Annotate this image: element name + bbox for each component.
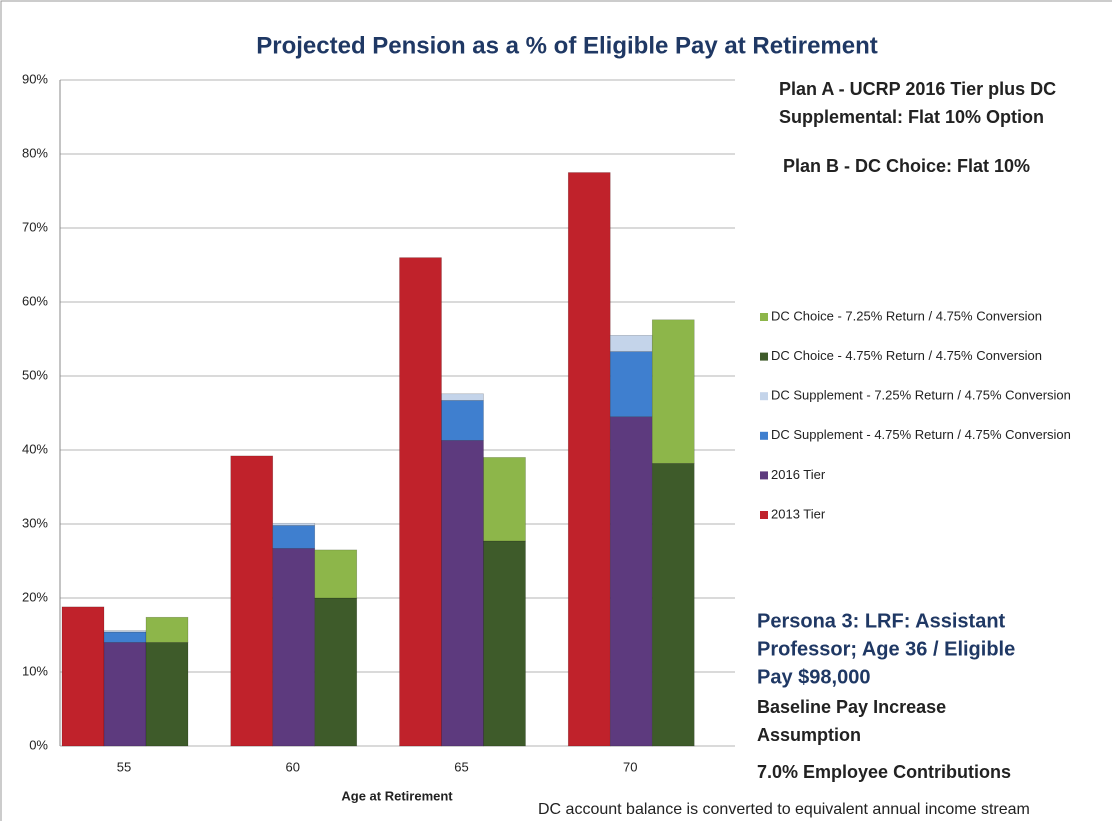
bar-segment: [441, 393, 484, 401]
annotation: Persona 3: LRF: Assistant: [757, 610, 1006, 632]
bar-segment: [145, 642, 189, 747]
bar-segment: [567, 172, 611, 747]
bar-segment: [272, 548, 316, 747]
y-tick-label: 40%: [22, 441, 48, 456]
bar-segment: [651, 319, 695, 464]
bar-segment: [272, 525, 316, 549]
bar-segment: [314, 597, 358, 747]
legend-swatch: [760, 511, 768, 519]
y-tick-label: 30%: [22, 515, 48, 530]
annotation: Assumption: [757, 725, 861, 745]
y-tick-label: 60%: [22, 293, 48, 308]
annotation: Pay $98,000: [757, 666, 870, 688]
legend-swatch: [760, 471, 768, 480]
legend-label: 2016 Tier: [771, 467, 826, 482]
x-tick-label: 55: [117, 759, 131, 774]
bar-segment: [61, 606, 105, 747]
bar-segment: [483, 540, 526, 747]
y-tick-label: 70%: [22, 219, 48, 234]
legend-label: DC Choice - 4.75% Return / 4.75% Convers…: [771, 348, 1042, 363]
annotation: 7.0% Employee Contributions: [757, 762, 1011, 782]
bar-segment: [441, 440, 484, 747]
y-tick-label: 80%: [22, 145, 48, 160]
y-tick-label: 50%: [22, 367, 48, 382]
bar-segment: [399, 257, 442, 747]
x-axis-title: Age at Retirement: [341, 788, 453, 803]
x-tick-label: 65: [454, 759, 468, 774]
annotation: Supplemental: Flat 10% Option: [779, 107, 1044, 127]
x-tick-label: 70: [623, 759, 637, 774]
annotation: Plan A - UCRP 2016 Tier plus DC: [779, 79, 1056, 99]
y-tick-label: 20%: [22, 589, 48, 604]
legend-swatch: [760, 431, 768, 440]
y-tick-label: 90%: [22, 71, 48, 86]
bar-segment: [609, 334, 653, 352]
chart-title: Projected Pension as a % of Eligible Pay…: [256, 32, 878, 59]
bar-segment: [272, 522, 316, 526]
footnote: DC account balance is converted to equiv…: [538, 801, 1030, 818]
bar-segment: [103, 631, 147, 643]
bar-segment: [483, 457, 526, 542]
bar-segment: [609, 416, 653, 747]
bar-segment: [651, 463, 695, 747]
bar-segment: [103, 630, 147, 633]
annotation: Plan B - DC Choice: Flat 10%: [783, 156, 1030, 176]
y-tick-label: 10%: [22, 663, 48, 678]
x-tick-label: 60: [286, 759, 300, 774]
annotation: Professor; Age 36 / Eligible: [757, 638, 1015, 660]
legend-swatch: [760, 392, 768, 401]
legend-label: DC Choice - 7.25% Return / 4.75% Convers…: [771, 308, 1042, 323]
bar-segment: [230, 455, 274, 747]
bar-segment: [103, 642, 147, 747]
legend-label: 2013 Tier: [771, 506, 826, 521]
bar-segment: [145, 616, 189, 643]
annotation: Baseline Pay Increase: [757, 697, 946, 717]
y-tick-label: 0%: [29, 737, 48, 752]
legend-swatch: [760, 352, 768, 361]
legend-label: DC Supplement - 7.25% Return / 4.75% Con…: [771, 388, 1071, 403]
legend-swatch: [760, 313, 768, 321]
bar-segment: [609, 351, 653, 417]
legend-label: DC Supplement - 4.75% Return / 4.75% Con…: [771, 427, 1071, 442]
bar-segment: [314, 549, 358, 599]
bar-segment: [441, 400, 484, 441]
